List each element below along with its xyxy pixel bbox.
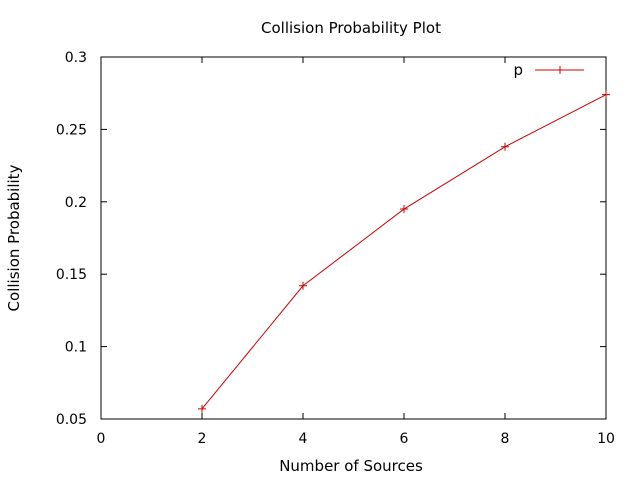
y-tick-label: 0.05 <box>56 412 87 428</box>
series-line <box>201 94 607 410</box>
x-tick-label: 0 <box>97 431 106 447</box>
data-point <box>501 142 509 151</box>
x-axis-label: Number of Sources <box>279 457 423 475</box>
data-point <box>602 90 610 99</box>
y-tick-label: 0.1 <box>65 340 87 356</box>
x-axis: 0 2 4 6 8 10 <box>97 57 615 447</box>
data-point <box>198 404 206 413</box>
series-layer <box>198 90 610 413</box>
x-tick-label: 4 <box>299 431 308 447</box>
y-tick-label: 0.3 <box>65 50 87 66</box>
x-tick-label: 8 <box>501 431 510 447</box>
x-tick-label: 10 <box>597 431 615 447</box>
data-point <box>299 281 307 290</box>
legend-marker <box>556 66 564 74</box>
y-tick-label: 0.2 <box>65 195 87 211</box>
y-tick-label: 0.25 <box>56 122 87 138</box>
x-tick-label: 6 <box>400 431 409 447</box>
legend-label: p <box>513 61 523 79</box>
legend: p <box>513 61 584 79</box>
y-axis-label: Collision Probability <box>5 164 23 311</box>
y-axis: 0.05 0.1 0.15 0.2 0.25 0.3 <box>56 50 606 428</box>
x-tick-label: 2 <box>198 431 207 447</box>
chart-title: Collision Probability Plot <box>261 19 441 37</box>
data-point <box>400 205 408 214</box>
plot-frame <box>100 56 607 420</box>
y-tick-label: 0.15 <box>56 267 87 283</box>
